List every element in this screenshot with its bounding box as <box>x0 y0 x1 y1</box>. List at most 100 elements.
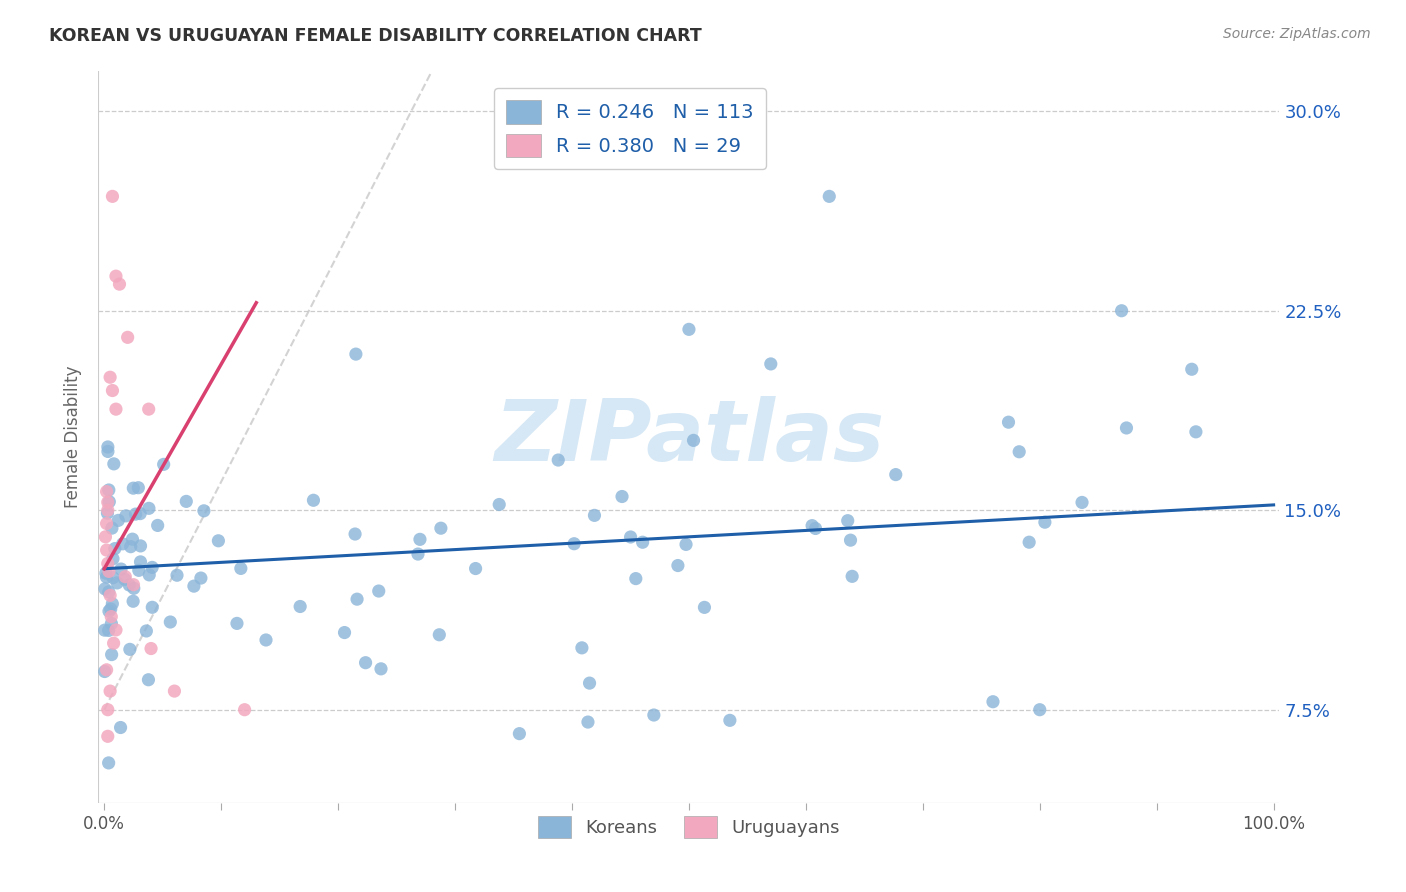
Point <box>111 537 134 551</box>
Point <box>367 584 389 599</box>
Point <box>254 632 277 647</box>
Point <box>571 640 593 655</box>
Point <box>152 458 174 472</box>
Point <box>94 566 117 581</box>
Point <box>96 484 118 499</box>
Point <box>104 269 127 284</box>
Point <box>104 623 127 637</box>
Y-axis label: Female Disability: Female Disability <box>65 366 83 508</box>
Point <box>610 490 633 504</box>
Point <box>675 537 697 551</box>
Point <box>93 623 115 637</box>
Point <box>138 501 160 516</box>
Point <box>108 277 131 292</box>
Point <box>117 330 139 344</box>
Point <box>120 540 142 554</box>
Point <box>98 370 121 384</box>
Text: KOREAN VS URUGUAYAN FEMALE DISABILITY CORRELATION CHART: KOREAN VS URUGUAYAN FEMALE DISABILITY CO… <box>49 27 702 45</box>
Point <box>110 721 132 735</box>
Point <box>229 561 252 575</box>
Point <box>981 695 1004 709</box>
Point <box>288 599 311 614</box>
Point <box>370 662 392 676</box>
Point <box>839 533 862 548</box>
Point <box>1008 444 1031 458</box>
Point <box>114 572 136 586</box>
Point <box>163 684 186 698</box>
Point <box>138 567 160 582</box>
Point <box>624 572 647 586</box>
Point <box>488 498 510 512</box>
Point <box>98 684 121 698</box>
Point <box>818 189 841 203</box>
Point <box>97 703 120 717</box>
Point <box>122 582 145 596</box>
Point <box>141 600 163 615</box>
Point <box>193 504 215 518</box>
Point <box>508 726 530 740</box>
Point <box>430 521 453 535</box>
Point <box>1181 362 1204 376</box>
Point <box>159 615 181 629</box>
Point <box>801 518 824 533</box>
Point <box>124 507 146 521</box>
Point <box>97 495 120 509</box>
Point <box>97 444 120 458</box>
Point <box>96 506 118 520</box>
Point <box>100 648 122 662</box>
Point <box>759 357 782 371</box>
Point <box>1033 515 1056 529</box>
Point <box>354 656 377 670</box>
Point <box>97 483 120 497</box>
Point <box>110 562 132 576</box>
Point <box>190 571 212 585</box>
Point <box>96 543 118 558</box>
Point <box>344 347 367 361</box>
Point <box>97 624 120 638</box>
Point <box>103 457 125 471</box>
Point <box>562 537 585 551</box>
Point <box>1111 303 1133 318</box>
Point <box>100 602 122 616</box>
Point <box>207 533 229 548</box>
Point <box>97 557 120 571</box>
Point <box>97 503 120 517</box>
Point <box>135 624 157 638</box>
Point <box>1115 421 1137 435</box>
Point <box>583 508 606 523</box>
Point <box>101 597 124 611</box>
Point <box>884 467 907 482</box>
Point <box>122 577 145 591</box>
Point <box>666 558 689 573</box>
Text: ZIPatlas: ZIPatlas <box>494 395 884 479</box>
Point <box>97 729 120 743</box>
Point <box>97 756 120 770</box>
Point <box>233 703 256 717</box>
Point <box>718 714 741 728</box>
Point <box>98 588 121 602</box>
Point <box>97 565 120 579</box>
Point <box>101 521 124 535</box>
Point <box>333 625 356 640</box>
Point <box>121 532 143 546</box>
Point <box>547 453 569 467</box>
Point <box>94 582 117 596</box>
Point <box>302 493 325 508</box>
Point <box>804 521 827 535</box>
Point <box>98 604 121 618</box>
Point <box>101 571 124 585</box>
Point <box>138 402 160 417</box>
Point <box>104 402 127 417</box>
Point <box>107 513 129 527</box>
Point <box>100 616 122 631</box>
Point <box>98 494 121 508</box>
Point <box>464 561 486 575</box>
Point <box>183 579 205 593</box>
Point <box>226 616 249 631</box>
Point <box>678 322 700 336</box>
Point <box>94 530 117 544</box>
Point <box>118 578 141 592</box>
Text: Source: ZipAtlas.com: Source: ZipAtlas.com <box>1223 27 1371 41</box>
Point <box>115 508 138 523</box>
Point <box>97 585 120 599</box>
